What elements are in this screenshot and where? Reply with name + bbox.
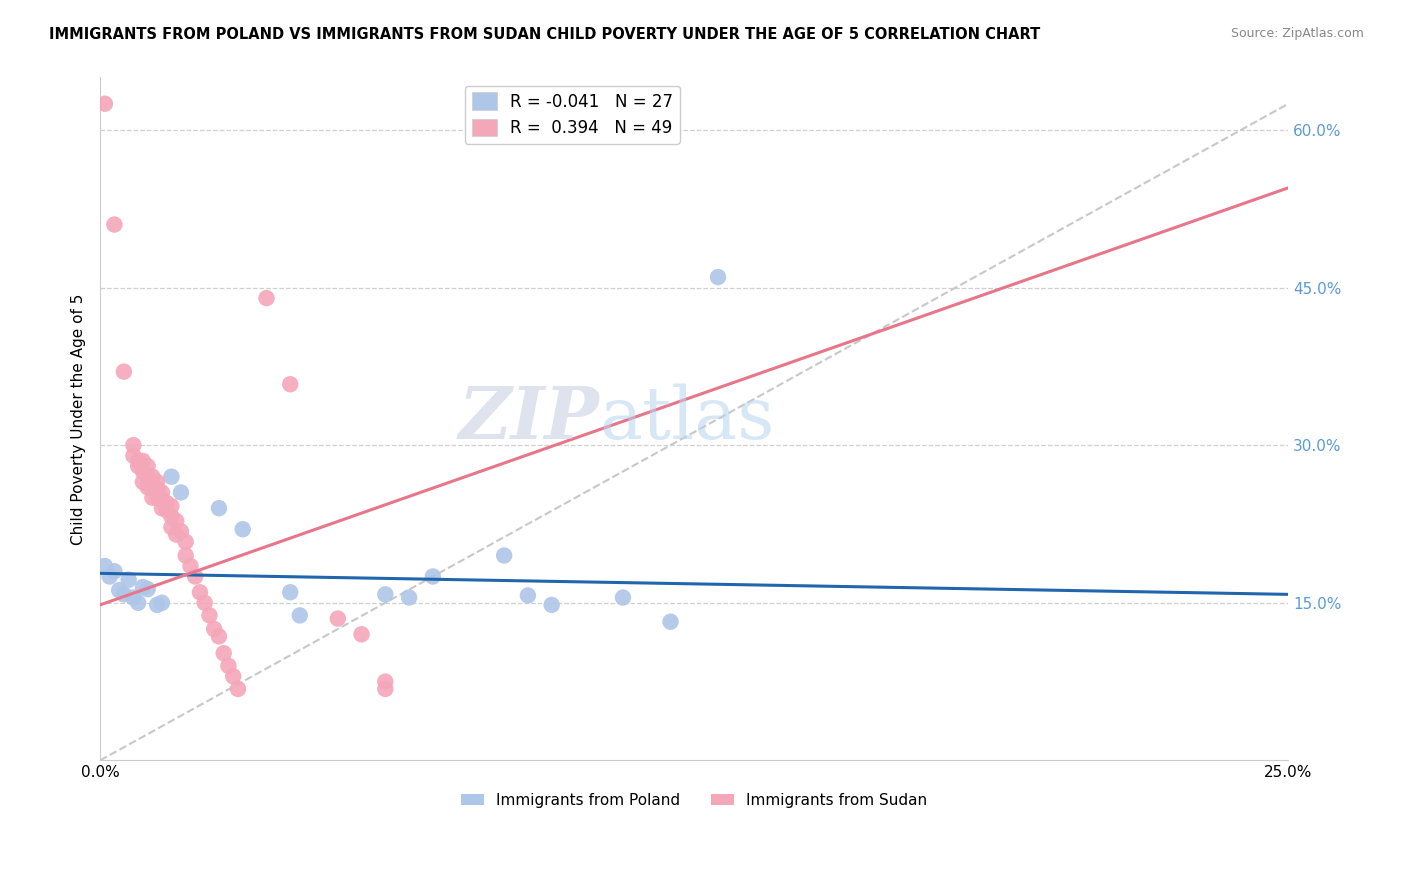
Point	[516, 589, 538, 603]
Point	[141, 469, 163, 483]
Point	[288, 608, 311, 623]
Point	[136, 459, 159, 474]
Point	[165, 527, 187, 541]
Point	[194, 596, 217, 610]
Point	[374, 681, 396, 696]
Y-axis label: Child Poverty Under the Age of 5: Child Poverty Under the Age of 5	[72, 293, 86, 545]
Point	[707, 270, 730, 285]
Point	[112, 587, 135, 601]
Point	[217, 658, 239, 673]
Point	[94, 96, 117, 111]
Point	[212, 646, 235, 660]
Point	[156, 496, 179, 510]
Point	[160, 520, 183, 534]
Point	[132, 580, 155, 594]
Point	[150, 501, 173, 516]
Point	[150, 596, 173, 610]
Point	[188, 585, 211, 599]
Point	[256, 291, 278, 305]
Point	[184, 569, 207, 583]
Point	[540, 598, 562, 612]
Point	[127, 454, 149, 468]
Point	[198, 608, 221, 623]
Point	[150, 492, 173, 507]
Point	[226, 681, 249, 696]
Text: atlas: atlas	[599, 384, 775, 454]
Point	[278, 585, 301, 599]
Point	[350, 627, 373, 641]
Point	[146, 483, 169, 497]
Point	[122, 449, 145, 463]
Point	[179, 559, 201, 574]
Point	[160, 469, 183, 483]
Point	[374, 674, 396, 689]
Point	[160, 509, 183, 524]
Point	[278, 377, 301, 392]
Point	[136, 480, 159, 494]
Point	[170, 485, 193, 500]
Point	[103, 218, 125, 232]
Point	[103, 564, 125, 578]
Point	[150, 485, 173, 500]
Point	[612, 591, 634, 605]
Point	[174, 534, 197, 549]
Point	[127, 596, 149, 610]
Text: Source: ZipAtlas.com: Source: ZipAtlas.com	[1230, 27, 1364, 40]
Point	[112, 365, 135, 379]
Point	[132, 465, 155, 479]
Point	[208, 501, 231, 516]
Point	[146, 491, 169, 505]
Point	[132, 454, 155, 468]
Point	[232, 522, 254, 536]
Point	[98, 569, 121, 583]
Point	[222, 669, 245, 683]
Point	[136, 469, 159, 483]
Point	[494, 549, 516, 563]
Point	[165, 514, 187, 528]
Point	[141, 480, 163, 494]
Point	[136, 582, 159, 596]
Point	[94, 559, 117, 574]
Point	[208, 629, 231, 643]
Point	[170, 524, 193, 539]
Point	[122, 438, 145, 452]
Point	[132, 475, 155, 489]
Point	[174, 549, 197, 563]
Point	[374, 587, 396, 601]
Text: ZIP: ZIP	[458, 384, 599, 454]
Point	[127, 459, 149, 474]
Point	[141, 491, 163, 505]
Point	[398, 591, 420, 605]
Point	[122, 591, 145, 605]
Point	[202, 622, 225, 636]
Text: IMMIGRANTS FROM POLAND VS IMMIGRANTS FROM SUDAN CHILD POVERTY UNDER THE AGE OF 5: IMMIGRANTS FROM POLAND VS IMMIGRANTS FRO…	[49, 27, 1040, 42]
Point	[108, 583, 131, 598]
Point	[146, 475, 169, 489]
Point	[422, 569, 444, 583]
Point	[156, 503, 179, 517]
Point	[659, 615, 682, 629]
Point	[146, 598, 169, 612]
Point	[160, 499, 183, 513]
Point	[117, 573, 139, 587]
Point	[326, 611, 349, 625]
Legend: Immigrants from Poland, Immigrants from Sudan: Immigrants from Poland, Immigrants from …	[456, 787, 934, 814]
